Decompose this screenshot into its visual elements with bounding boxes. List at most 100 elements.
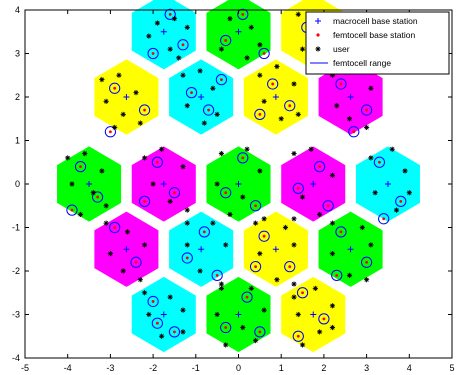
range-circle-21 xyxy=(91,191,104,203)
range-circle-47 xyxy=(168,326,181,338)
user-marker-108 xyxy=(223,342,229,348)
range-circle-25 xyxy=(138,195,151,208)
y-tick-label: 1 xyxy=(15,136,20,146)
macrocell-marker-15 xyxy=(347,246,354,253)
legend-label: user xyxy=(333,44,350,54)
femtocell-marker-36 xyxy=(134,260,138,264)
user-marker-26 xyxy=(184,103,190,109)
range-circle-15 xyxy=(284,100,296,112)
range-circle-3 xyxy=(237,8,249,20)
femtocell-marker-42 xyxy=(254,265,257,269)
user-marker-59 xyxy=(227,211,233,218)
user-marker-72 xyxy=(406,190,412,196)
user-marker-104 xyxy=(248,285,254,291)
macrocell-marker-5 xyxy=(272,94,279,100)
user-marker-10 xyxy=(244,55,250,61)
user-marker-76 xyxy=(107,251,113,257)
range-circle-45 xyxy=(331,269,343,281)
femtocell-markers xyxy=(70,12,403,338)
user-marker-69 xyxy=(402,168,408,174)
femtocell-marker-45 xyxy=(335,273,339,277)
legend-entry-0: macrocell base station xyxy=(315,16,418,26)
range-circle-16 xyxy=(254,108,266,121)
macrocell-marker-10 xyxy=(310,181,317,187)
user-marker-113 xyxy=(295,311,301,318)
user-marker-23 xyxy=(180,72,186,78)
user-marker-61 xyxy=(291,150,297,157)
user-marker-109 xyxy=(252,338,259,344)
user-marker-29 xyxy=(257,72,263,78)
user-marker-1 xyxy=(171,16,178,22)
range-circle-13 xyxy=(215,73,228,86)
user-marker-44 xyxy=(69,181,75,187)
user-marker-114 xyxy=(317,329,323,335)
range-circle-46 xyxy=(147,295,159,308)
user-marker-83 xyxy=(197,268,203,274)
femtocell-marker-39 xyxy=(215,273,219,277)
femtocell-marker-5 xyxy=(262,52,266,55)
user-marker-70 xyxy=(372,190,378,196)
range-circle-30 xyxy=(292,182,304,194)
femtocell-marker-49 xyxy=(245,295,249,299)
range-circle-48 xyxy=(151,317,163,329)
user-marker-98 xyxy=(167,294,173,300)
user-marker-27 xyxy=(201,120,207,126)
user-marker-28 xyxy=(214,111,220,117)
user-marker-20 xyxy=(120,111,126,117)
user-marker-73 xyxy=(103,220,109,226)
user-marker-11 xyxy=(295,11,301,17)
range-circle-29 xyxy=(314,160,326,173)
femtocell-marker-10 xyxy=(109,130,112,134)
macrocell-marker-4 xyxy=(198,94,205,100)
y-tick-label: -3 xyxy=(12,310,20,320)
y-tick-label: -4 xyxy=(12,353,20,363)
macrocell-marker-1 xyxy=(235,28,242,35)
femtocell-marker-0 xyxy=(168,12,172,16)
user-marker-97 xyxy=(141,290,148,296)
user-marker-82 xyxy=(184,242,190,248)
legend-entry-2: user xyxy=(315,44,350,54)
range-circle-44 xyxy=(360,256,373,268)
range-circle-31 xyxy=(322,200,334,212)
user-marker-62 xyxy=(308,146,314,152)
user-marker-78 xyxy=(137,277,143,283)
user-marker-57 xyxy=(214,181,220,187)
femtocell-marker-22 xyxy=(70,208,74,212)
user-marker-84 xyxy=(218,281,225,287)
range-circle-39 xyxy=(211,269,223,281)
macrocell-markers xyxy=(86,28,391,318)
range-circle-18 xyxy=(360,104,373,116)
user-marker-63 xyxy=(329,172,336,178)
x-tick-label: 4 xyxy=(407,363,412,373)
range-circle-23 xyxy=(151,156,163,168)
user-marker-48 xyxy=(141,155,148,161)
user-marker-94 xyxy=(329,251,336,257)
range-circle-27 xyxy=(220,187,232,199)
femtocell-marker-34 xyxy=(382,217,386,221)
user-marker-96 xyxy=(364,277,370,283)
macrocell-marker-17 xyxy=(235,311,242,318)
range-circle-40 xyxy=(258,230,270,242)
user-marker-14 xyxy=(299,46,306,52)
user-marker-31 xyxy=(291,81,297,87)
range-circle-22 xyxy=(66,204,78,216)
femtocell-marker-38 xyxy=(185,256,189,260)
range-circle-49 xyxy=(241,291,253,303)
macrocell-marker-13 xyxy=(198,246,205,253)
femtocell-marker-37 xyxy=(202,230,206,234)
macrocell-marker-6 xyxy=(347,94,354,100)
range-circle-26 xyxy=(237,152,249,164)
user-marker-111 xyxy=(312,285,318,291)
user-marker-24 xyxy=(197,68,203,74)
user-marker-112 xyxy=(329,303,336,309)
femtocell-marker-40 xyxy=(262,234,266,238)
femtocell-marker-54 xyxy=(296,334,300,338)
range-circle-0 xyxy=(164,8,176,20)
femtocell-marker-17 xyxy=(339,82,343,86)
range-circle-17 xyxy=(335,78,347,90)
user-marker-0 xyxy=(154,20,160,26)
femtocell-marker-9 xyxy=(143,108,146,112)
user-marker-71 xyxy=(393,207,400,213)
user-marker-88 xyxy=(257,251,263,257)
range-circle-34 xyxy=(378,213,390,225)
